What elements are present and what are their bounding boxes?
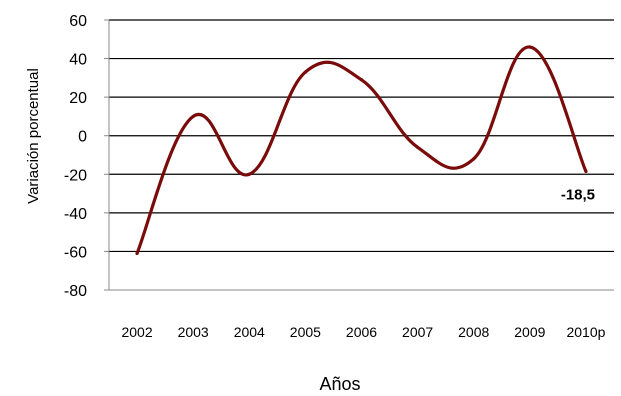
x-tick-label: 2007 <box>402 324 433 340</box>
data-point <box>528 45 532 49</box>
x-tick-label: 2004 <box>234 324 265 340</box>
x-tick-label: 2010p <box>566 324 605 340</box>
data-point <box>303 70 307 74</box>
y-tick-label: 40 <box>69 52 87 69</box>
y-tick-label: -20 <box>64 167 87 184</box>
y-tick-label: -80 <box>64 283 87 300</box>
gridlines <box>109 19 614 253</box>
y-axis-label: Variación porcentual <box>25 68 42 204</box>
y-tick-label: 60 <box>69 13 87 30</box>
series-line-0 <box>135 45 588 255</box>
data-point <box>416 145 420 149</box>
data-label: -18,5 <box>561 186 595 203</box>
x-tick-label: 2009 <box>514 324 545 340</box>
y-tick-label: 20 <box>69 90 87 107</box>
x-axis-label: Años <box>319 374 360 394</box>
data-point <box>584 169 588 173</box>
y-tick-label: -40 <box>64 206 87 223</box>
data-point <box>191 114 195 119</box>
x-tick-label: 2006 <box>346 324 377 340</box>
data-labels: -18,5 <box>561 186 595 203</box>
data-point <box>247 172 251 176</box>
x-tick-label: 2002 <box>121 324 152 340</box>
data-point <box>359 78 364 82</box>
axes <box>104 19 614 291</box>
y-tick-labels: 60 40 20 0 -20 -40 -60 -80 <box>64 13 87 300</box>
y-tick-label: 0 <box>78 129 87 146</box>
x-tick-label: 2005 <box>290 324 321 340</box>
x-tick-label: 2008 <box>458 324 489 340</box>
data-point <box>135 251 139 255</box>
x-tick-label: 2003 <box>178 324 209 340</box>
x-tick-labels: 2002 2003 2004 2005 2006 2007 2008 2009 2010p <box>121 324 605 340</box>
series-group <box>135 45 588 255</box>
data-point <box>472 157 476 161</box>
y-tick-label: -60 <box>64 244 87 261</box>
